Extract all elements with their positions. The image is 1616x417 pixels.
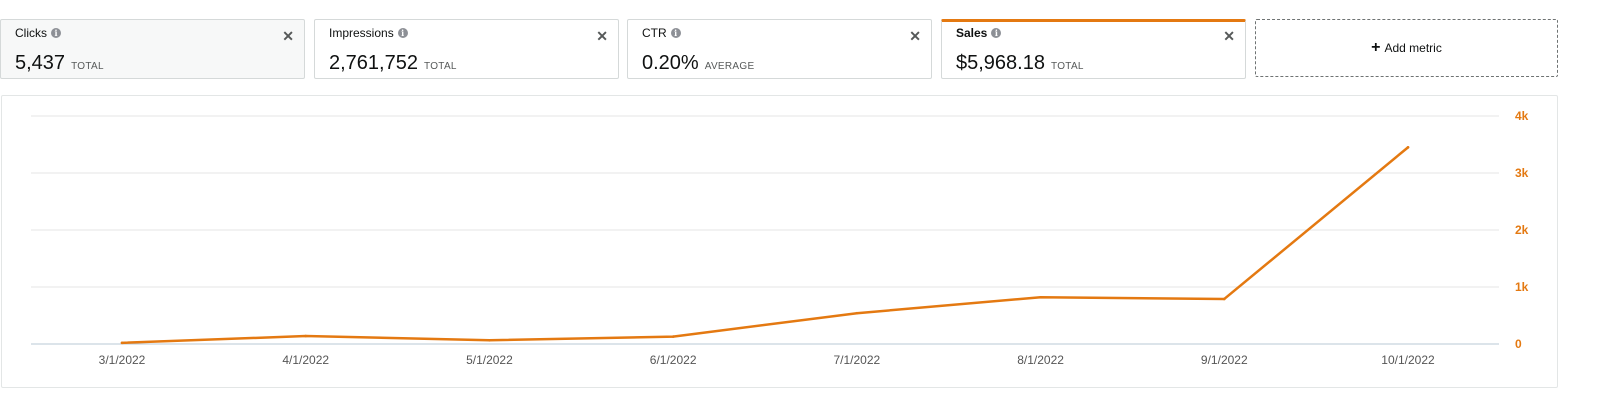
data-point: [1406, 146, 1410, 149]
x-tick-label: 4/1/2022: [282, 353, 329, 367]
data-point: [120, 341, 124, 345]
metric-card-clicks[interactable]: Clicks i 5,437 TOTAL ✕: [0, 19, 305, 79]
data-point: [1222, 297, 1226, 301]
x-tick-label: 8/1/2022: [1017, 353, 1064, 367]
x-tick-label: 7/1/2022: [833, 353, 880, 367]
metric-name-label: Sales: [956, 26, 988, 40]
metric-name-label: Clicks: [15, 26, 47, 40]
data-point: [671, 335, 675, 338]
x-tick-label: 6/1/2022: [650, 353, 697, 367]
plus-icon: +: [1371, 39, 1381, 56]
metric-value-row: 0.20% AVERAGE: [642, 52, 754, 75]
metric-card-sales[interactable]: Sales i $5,968.18 TOTAL ✕: [941, 19, 1246, 79]
close-icon[interactable]: ✕: [596, 28, 608, 44]
metric-aggregation: TOTAL: [71, 61, 104, 72]
metric-name: Impressions i: [329, 26, 408, 40]
info-icon[interactable]: i: [991, 28, 1002, 38]
y-tick-label: 3k: [1515, 166, 1529, 180]
metric-aggregation: AVERAGE: [704, 61, 755, 72]
y-tick-label: 0: [1515, 337, 1522, 351]
x-tick-label: 5/1/2022: [466, 353, 513, 367]
metric-name: CTR i: [642, 26, 681, 40]
metric-value-row: 5,437 TOTAL: [15, 52, 104, 75]
info-icon[interactable]: i: [51, 28, 61, 38]
metric-value: 0.20%: [642, 52, 699, 74]
data-point: [1039, 295, 1042, 299]
sales-line-chart: 0 1k 2k 3k 4k 3/1/2022 4/1/2022 5/1/2022 6/1/202…: [31, 109, 1529, 367]
metric-name: Clicks i: [15, 26, 61, 40]
x-tick-label: 3/1/2022: [99, 353, 146, 367]
series-line-sales: [120, 146, 1410, 345]
x-tick-label: 9/1/2022: [1201, 353, 1248, 367]
add-metric-label: Add metric: [1384, 41, 1442, 55]
data-point: [855, 311, 859, 315]
metric-aggregation: TOTAL: [1050, 61, 1084, 72]
metric-value-row: 2,761,752 TOTAL: [329, 52, 457, 75]
metric-aggregation: TOTAL: [423, 61, 457, 72]
metric-value-row: $5,968.18 TOTAL: [956, 52, 1084, 75]
metric-name-label: Impressions: [329, 26, 394, 40]
info-icon[interactable]: i: [397, 28, 408, 38]
close-icon[interactable]: ✕: [909, 28, 921, 44]
y-tick-label: 1k: [1515, 280, 1529, 294]
metric-card-impressions[interactable]: Impressions i 2,761,752 TOTAL ✕: [314, 19, 619, 79]
metric-value: 2,761,752: [329, 52, 418, 74]
metric-value: 5,437: [15, 52, 66, 74]
data-point: [304, 334, 308, 338]
close-icon[interactable]: ✕: [282, 28, 294, 44]
metric-value: $5,968.18: [956, 52, 1045, 74]
close-icon[interactable]: ✕: [1223, 28, 1235, 44]
data-point: [488, 338, 491, 342]
metric-name-label: CTR: [642, 26, 667, 40]
chart-panel: 0 1k 2k 3k 4k 3/1/2022 4/1/2022 5/1/2022 6/1/202…: [1, 95, 1558, 388]
y-tick-label: 4k: [1515, 109, 1529, 123]
metric-card-ctr[interactable]: CTR i 0.20% AVERAGE ✕: [627, 19, 932, 79]
metric-cards: Clicks i 5,437 TOTAL ✕ Impressions i 2,7…: [0, 19, 1616, 81]
add-metric-button[interactable]: + Add metric: [1255, 19, 1558, 77]
y-tick-label: 2k: [1515, 223, 1529, 237]
info-icon[interactable]: i: [670, 28, 681, 38]
x-tick-label: 10/1/2022: [1381, 353, 1435, 367]
metric-name: Sales i: [956, 26, 1002, 40]
